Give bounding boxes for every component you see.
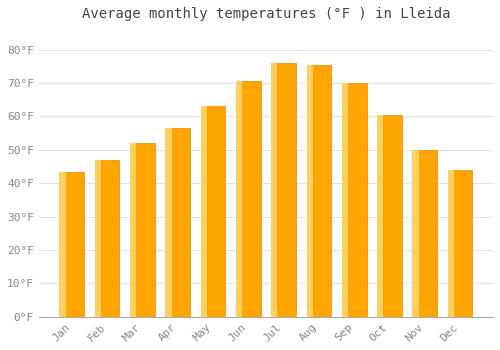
Bar [377,115,402,317]
Bar [448,170,472,317]
Bar [342,83,366,317]
Bar [60,172,84,317]
Bar [412,150,437,317]
Bar [236,82,242,317]
Title: Average monthly temperatures (°F ) in Lleida: Average monthly temperatures (°F ) in Ll… [82,7,450,21]
Bar [306,65,312,317]
Bar [236,82,260,317]
Bar [412,150,418,317]
Bar [377,115,384,317]
Bar [271,63,278,317]
Bar [271,63,296,317]
Bar [166,128,172,317]
Bar [200,106,226,317]
Bar [306,65,331,317]
Bar [130,143,136,317]
Bar [200,106,207,317]
Bar [166,128,190,317]
Bar [448,170,454,317]
Bar [60,172,66,317]
Bar [342,83,348,317]
Bar [130,143,155,317]
Bar [94,160,120,317]
Bar [94,160,101,317]
